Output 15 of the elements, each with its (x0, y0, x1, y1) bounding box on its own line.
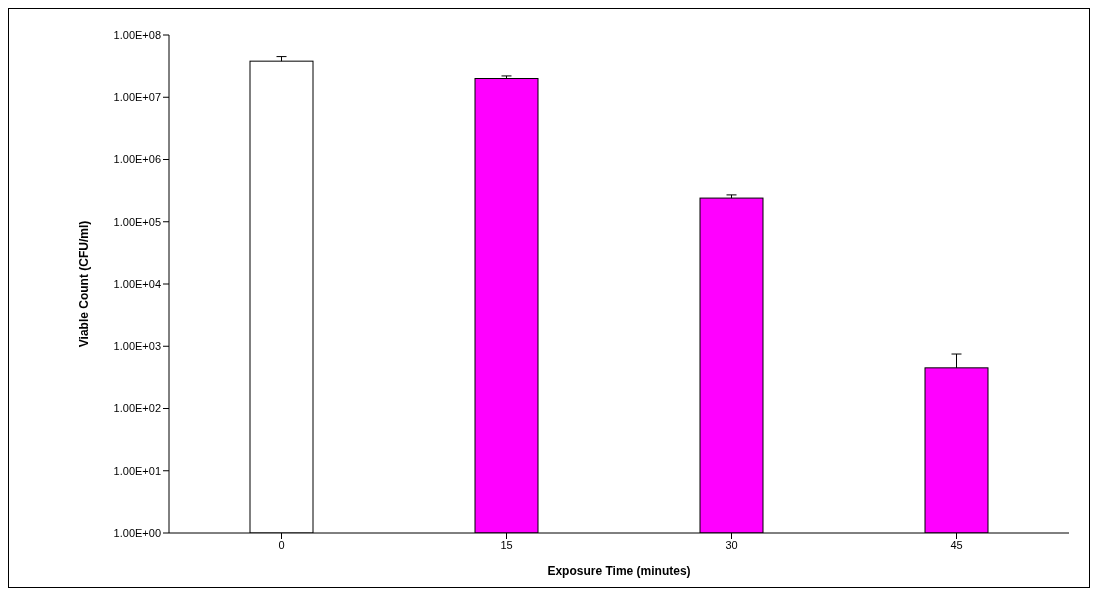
y-axis-title: Viable Count (CFU/ml) (77, 220, 92, 348)
y-tick-label: 1.00E+06 (113, 153, 161, 166)
y-tick-label: 1.00E+07 (113, 91, 161, 104)
y-tick-label: 1.00E+01 (113, 464, 161, 477)
x-axis-title: Exposure Time (minutes) (547, 564, 691, 578)
y-tick-label: 1.00E+03 (113, 340, 161, 353)
x-tick-label: 30 (725, 538, 738, 551)
y-tick-label: 1.00E+04 (113, 277, 161, 290)
y-tick-label: 1.00E+02 (113, 402, 161, 415)
x-tick-label: 0 (278, 538, 285, 551)
x-tick-label: 15 (500, 538, 513, 551)
y-tick-label: 1.00E+00 (113, 526, 161, 539)
x-tick-label: 45 (950, 538, 963, 551)
y-tick-label: 1.00E+05 (113, 215, 161, 228)
y-tick-label: 1.00E+08 (113, 28, 161, 41)
